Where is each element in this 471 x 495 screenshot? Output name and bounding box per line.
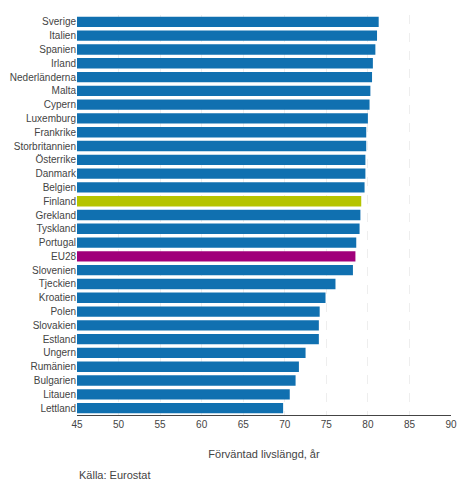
svg-text:60: 60 — [196, 419, 208, 430]
svg-text:70: 70 — [279, 419, 291, 430]
svg-text:Sverige: Sverige — [42, 16, 76, 27]
svg-text:Slovenien: Slovenien — [32, 265, 76, 276]
svg-text:Tjeckien: Tjeckien — [39, 278, 76, 289]
svg-text:Lettland: Lettland — [40, 403, 76, 414]
svg-text:Källa: Eurostat: Källa: Eurostat — [79, 469, 151, 481]
svg-text:Finland: Finland — [43, 196, 76, 207]
svg-text:75: 75 — [321, 419, 333, 430]
svg-text:85: 85 — [404, 419, 416, 430]
svg-text:Polen: Polen — [50, 306, 76, 317]
svg-text:50: 50 — [113, 419, 125, 430]
svg-text:Tyskland: Tyskland — [37, 223, 76, 234]
svg-text:Ungern: Ungern — [43, 347, 76, 358]
svg-text:Rumänien: Rumänien — [30, 361, 76, 372]
svg-text:Förväntad livslängd, år: Förväntad livslängd, år — [208, 448, 320, 460]
svg-text:Italien: Italien — [49, 30, 76, 41]
svg-text:Frankrike: Frankrike — [34, 127, 76, 138]
svg-text:Cypern: Cypern — [44, 99, 76, 110]
svg-text:65: 65 — [238, 419, 250, 430]
svg-text:Irland: Irland — [51, 58, 76, 69]
svg-text:EU28: EU28 — [51, 251, 76, 262]
svg-text:Belgien: Belgien — [43, 182, 76, 193]
svg-text:80: 80 — [362, 419, 374, 430]
svg-text:90: 90 — [445, 419, 457, 430]
svg-text:Slovakien: Slovakien — [33, 320, 76, 331]
svg-text:Grekland: Grekland — [35, 210, 76, 221]
svg-text:Nederländerna: Nederländerna — [10, 72, 77, 83]
svg-text:Danmark: Danmark — [35, 168, 77, 179]
svg-text:Litauen: Litauen — [43, 389, 76, 400]
svg-text:Spanien: Spanien — [39, 44, 76, 55]
svg-text:Luxemburg: Luxemburg — [26, 113, 76, 124]
svg-text:45: 45 — [71, 419, 83, 430]
svg-text:Malta: Malta — [52, 85, 77, 96]
svg-text:Bulgarien: Bulgarien — [34, 375, 76, 386]
svg-text:Estland: Estland — [43, 334, 76, 345]
svg-text:55: 55 — [155, 419, 167, 430]
svg-text:Portugal: Portugal — [39, 237, 76, 248]
svg-text:Storbritannien: Storbritannien — [14, 141, 76, 152]
svg-text:Kroatien: Kroatien — [39, 292, 76, 303]
svg-text:Österrike: Österrike — [35, 154, 76, 165]
